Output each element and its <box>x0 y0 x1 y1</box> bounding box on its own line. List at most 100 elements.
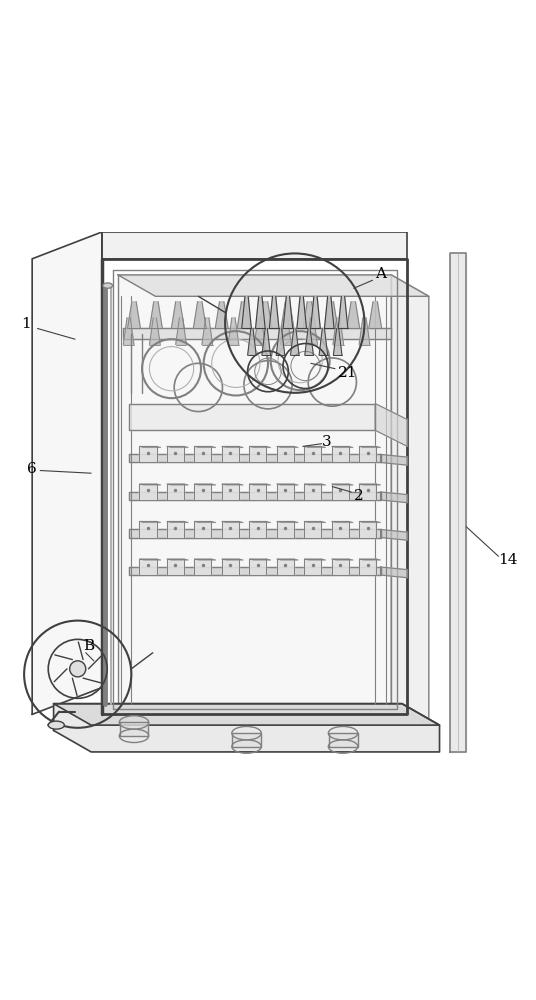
Polygon shape <box>304 559 326 560</box>
Polygon shape <box>129 567 381 575</box>
Polygon shape <box>102 232 407 259</box>
Polygon shape <box>139 521 161 523</box>
Polygon shape <box>254 318 265 345</box>
Polygon shape <box>304 484 321 500</box>
Polygon shape <box>128 302 140 328</box>
Polygon shape <box>277 484 298 485</box>
Polygon shape <box>222 521 239 538</box>
Polygon shape <box>118 275 391 704</box>
Polygon shape <box>359 484 376 500</box>
Polygon shape <box>347 302 360 328</box>
Polygon shape <box>307 318 317 345</box>
Polygon shape <box>304 521 326 523</box>
Polygon shape <box>139 559 161 560</box>
Polygon shape <box>129 454 381 462</box>
Polygon shape <box>139 484 157 500</box>
Text: 14: 14 <box>498 553 518 567</box>
Polygon shape <box>242 296 251 328</box>
Polygon shape <box>32 232 102 714</box>
Polygon shape <box>139 484 161 485</box>
Polygon shape <box>222 521 243 523</box>
Polygon shape <box>167 446 188 447</box>
Text: 6: 6 <box>27 462 36 476</box>
Polygon shape <box>381 567 407 578</box>
Polygon shape <box>249 446 266 462</box>
Polygon shape <box>249 484 266 500</box>
Polygon shape <box>222 484 239 500</box>
Polygon shape <box>332 446 349 462</box>
Polygon shape <box>222 446 243 447</box>
Polygon shape <box>359 484 381 485</box>
Polygon shape <box>269 296 279 328</box>
Polygon shape <box>304 559 321 575</box>
Polygon shape <box>232 733 261 747</box>
Polygon shape <box>333 318 344 345</box>
Polygon shape <box>167 559 184 575</box>
Polygon shape <box>249 446 271 447</box>
Polygon shape <box>54 704 440 725</box>
Polygon shape <box>194 484 216 485</box>
Polygon shape <box>176 318 187 345</box>
Polygon shape <box>167 559 188 560</box>
Polygon shape <box>277 446 294 462</box>
Ellipse shape <box>103 283 113 288</box>
Polygon shape <box>249 521 266 538</box>
Polygon shape <box>222 559 239 575</box>
Polygon shape <box>281 302 294 328</box>
Polygon shape <box>167 521 188 523</box>
Polygon shape <box>332 521 349 538</box>
Polygon shape <box>129 492 381 500</box>
Polygon shape <box>222 484 243 485</box>
Polygon shape <box>311 296 321 328</box>
Polygon shape <box>249 559 266 575</box>
Text: A: A <box>375 267 386 281</box>
Polygon shape <box>338 296 348 328</box>
Polygon shape <box>381 492 407 503</box>
Polygon shape <box>222 559 243 560</box>
Polygon shape <box>304 446 326 447</box>
Polygon shape <box>167 484 184 500</box>
Polygon shape <box>194 484 211 500</box>
Circle shape <box>70 661 86 677</box>
Polygon shape <box>277 559 294 575</box>
Polygon shape <box>304 446 321 462</box>
Polygon shape <box>277 521 294 538</box>
Polygon shape <box>359 559 381 560</box>
Polygon shape <box>283 296 293 328</box>
Polygon shape <box>329 733 358 747</box>
Polygon shape <box>303 302 316 328</box>
Polygon shape <box>280 318 291 345</box>
Polygon shape <box>375 404 407 446</box>
Polygon shape <box>139 521 157 538</box>
Polygon shape <box>139 446 161 447</box>
Polygon shape <box>150 318 160 345</box>
Polygon shape <box>359 318 370 345</box>
Polygon shape <box>54 704 440 752</box>
Polygon shape <box>167 446 184 462</box>
Polygon shape <box>359 446 376 462</box>
Text: 3: 3 <box>322 435 331 449</box>
Polygon shape <box>248 328 256 355</box>
Polygon shape <box>332 559 349 575</box>
Polygon shape <box>194 521 211 538</box>
Polygon shape <box>222 446 239 462</box>
Polygon shape <box>215 302 228 328</box>
Text: B: B <box>83 639 94 653</box>
Polygon shape <box>277 484 294 500</box>
Polygon shape <box>249 484 271 485</box>
Polygon shape <box>120 722 148 736</box>
Polygon shape <box>259 302 272 328</box>
Polygon shape <box>359 446 381 447</box>
Polygon shape <box>332 484 349 500</box>
Polygon shape <box>359 559 376 575</box>
Polygon shape <box>193 302 206 328</box>
Polygon shape <box>256 296 265 328</box>
Polygon shape <box>172 302 184 328</box>
Polygon shape <box>324 296 334 328</box>
Polygon shape <box>123 328 391 339</box>
Ellipse shape <box>48 721 64 729</box>
Polygon shape <box>194 446 211 462</box>
Polygon shape <box>249 521 271 523</box>
Polygon shape <box>332 559 353 560</box>
Polygon shape <box>381 454 407 465</box>
